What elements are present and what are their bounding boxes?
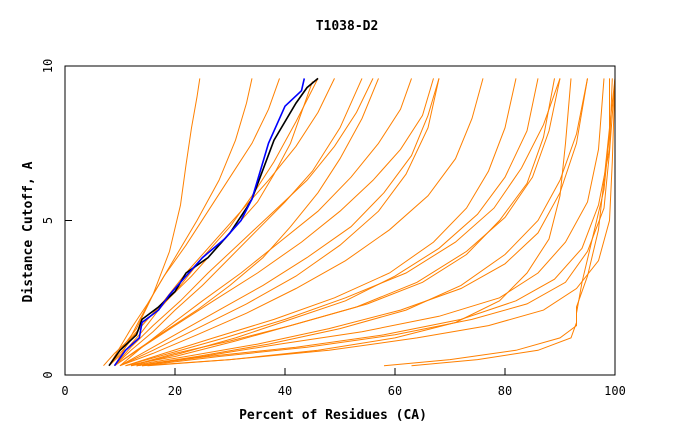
series-line [383,78,610,367]
series-line [141,78,616,367]
series-line [136,78,605,367]
y-axis-label: Distance Cutoff, A [21,161,36,302]
series-line [119,78,484,367]
x-tick-label: 80 [498,384,512,398]
series-line [114,78,374,367]
series-line [113,78,306,367]
axis-ticks: 0 20 40 60 80 100 0 5 10 [41,59,626,398]
y-tick-label: 10 [41,59,55,73]
series-line [125,78,561,367]
series-line [141,78,616,367]
series-line [108,78,201,366]
x-tick-label: 40 [278,384,292,398]
series-line [119,78,440,367]
series-line [119,78,440,367]
series-line [411,78,616,367]
x-axis-label: Percent of Residues (CA) [239,408,427,423]
x-tick-label: 60 [388,384,402,398]
series-line [125,78,555,367]
y-tick-label: 5 [41,217,55,224]
y-tick-label: 0 [41,371,55,378]
series-line [114,78,253,366]
series-line [130,78,588,367]
series-line [125,78,517,367]
chart-title: T1038-D2 [316,19,379,34]
series-line [114,78,363,367]
x-tick-label: 100 [604,384,626,398]
series-group [103,77,616,367]
series-line [108,78,280,366]
series-line [147,78,572,367]
series-line [114,78,379,367]
series-line [108,77,319,367]
series-line [119,78,412,367]
series-line [130,78,561,367]
x-tick-label: 20 [168,384,182,398]
series-line [136,78,588,367]
x-tick-label: 0 [61,384,68,398]
series-line [130,78,539,367]
series-line [114,78,434,367]
series-line [136,78,613,367]
